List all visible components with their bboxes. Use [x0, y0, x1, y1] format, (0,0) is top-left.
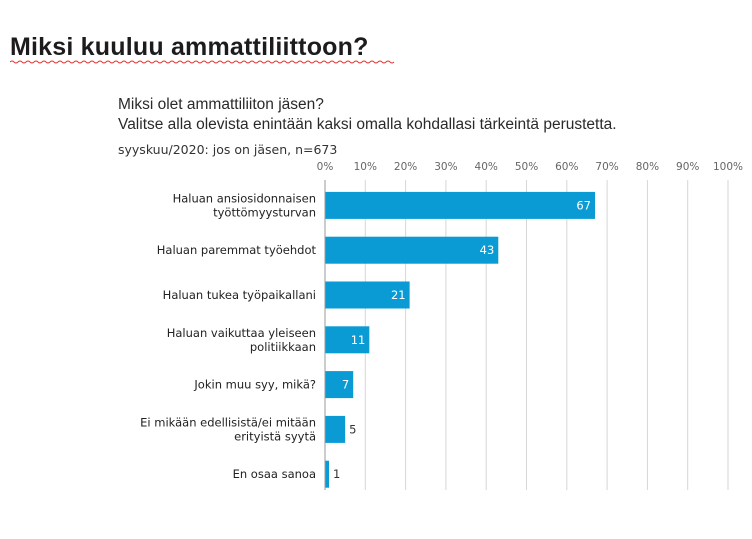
data-label: 5: [349, 422, 356, 436]
category-label: erityistä syytä: [234, 429, 316, 443]
page-title: Miksi kuuluu ammattiliittoon?: [10, 33, 369, 61]
x-tick-label: 50%: [515, 161, 538, 173]
data-label: 67: [576, 198, 591, 212]
category-label: Haluan vaikuttaa yleiseen: [167, 326, 316, 340]
bar: [325, 236, 499, 264]
x-tick-label: 80%: [636, 161, 659, 173]
bar: [325, 281, 410, 309]
category-label: Haluan tukea työpaikallani: [163, 288, 316, 302]
category-label: Haluan ansiosidonnaisen: [173, 191, 316, 205]
category-label: En osaa sanoa: [233, 467, 316, 481]
data-label: 43: [480, 243, 495, 257]
x-tick-label: 70%: [595, 161, 618, 173]
x-tick-label: 0%: [317, 161, 334, 173]
data-label: 21: [391, 288, 406, 302]
data-label: 11: [351, 333, 366, 347]
chart-subtitle: syyskuu/2020: jos on jäsen, n=673: [118, 142, 338, 157]
data-label: 1: [333, 467, 340, 481]
x-tick-label: 20%: [394, 161, 417, 173]
category-label: politiikkaan: [250, 340, 316, 354]
chart-title-line-1: Miksi olet ammattiliiton jäsen?: [118, 96, 324, 113]
category-label: Jokin muu syy, mikä?: [193, 378, 316, 392]
spellcheck-underline: [10, 60, 395, 64]
bar: [325, 326, 370, 354]
x-tick-label: 30%: [434, 161, 457, 173]
x-tick-label: 10%: [354, 161, 377, 173]
category-label: Ei mikään edellisistä/ei mitään: [140, 415, 316, 429]
data-label: 7: [342, 378, 349, 392]
x-tick-label: 40%: [475, 161, 498, 173]
bar: [325, 415, 346, 443]
bar: [325, 191, 596, 219]
x-tick-label: 90%: [676, 161, 699, 173]
category-label: Haluan paremmat työehdot: [157, 243, 317, 257]
bar: [325, 371, 354, 399]
x-tick-label: 60%: [555, 161, 578, 173]
x-tick-label: 100%: [713, 161, 743, 173]
bar: [325, 460, 330, 488]
chart-title-line-2: Valitse alla olevista enintään kaksi oma…: [118, 116, 617, 133]
category-label: työttömyysturvan: [213, 205, 316, 219]
